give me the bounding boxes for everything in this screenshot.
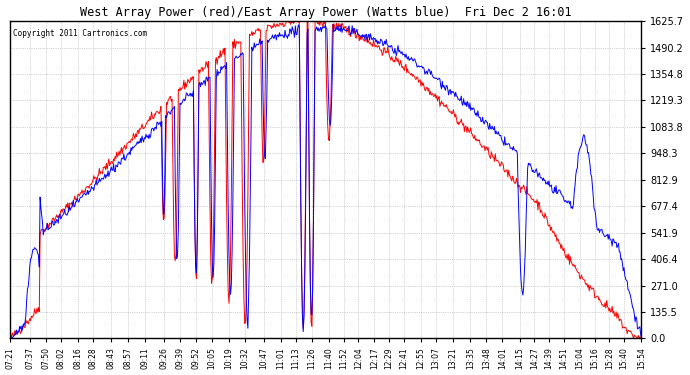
Text: Copyright 2011 Cartronics.com: Copyright 2011 Cartronics.com [13, 29, 148, 38]
Title: West Array Power (red)/East Array Power (Watts blue)  Fri Dec 2 16:01: West Array Power (red)/East Array Power … [80, 6, 571, 18]
